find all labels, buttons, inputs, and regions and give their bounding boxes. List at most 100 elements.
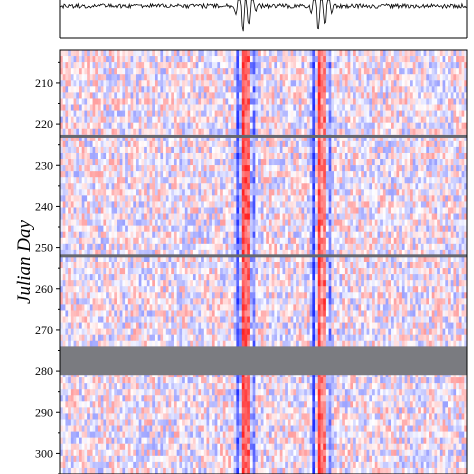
- heatmap-cell: [448, 86, 452, 93]
- heatmap-cell: [285, 74, 289, 81]
- heatmap-cell: [97, 80, 101, 87]
- heatmap-cell: [361, 237, 365, 245]
- heatmap-cell: [391, 116, 395, 123]
- heatmap-cell: [385, 219, 389, 226]
- heatmap-cell: [325, 207, 329, 214]
- heatmap-cell: [206, 171, 210, 178]
- heatmap-cell: [133, 237, 137, 245]
- heatmap-cell: [277, 183, 281, 190]
- heatmap-cell: [350, 231, 354, 239]
- heatmap-cell: [247, 243, 251, 251]
- heatmap-cell: [125, 177, 129, 184]
- heatmap-cell: [372, 104, 376, 111]
- heatmap-cell: [277, 98, 281, 105]
- heatmap-cell: [62, 243, 66, 251]
- heatmap-cell: [290, 207, 294, 214]
- heatmap-cell: [309, 134, 313, 142]
- heatmap-cell: [260, 110, 264, 117]
- heatmap-cell: [214, 225, 218, 233]
- heatmap-cell: [76, 80, 80, 87]
- heatmap-cell: [456, 243, 460, 251]
- heatmap-cell: [363, 74, 367, 81]
- heatmap-cell: [285, 152, 289, 160]
- heatmap-cell: [114, 177, 118, 184]
- heatmap-cell: [353, 243, 357, 251]
- heatmap-cell: [312, 189, 316, 196]
- heatmap-cell: [296, 165, 300, 172]
- heatmap-cell: [290, 237, 294, 245]
- heatmap-cell: [171, 128, 175, 136]
- heatmap-cell: [70, 140, 74, 148]
- heatmap-cell: [431, 92, 435, 99]
- heatmap-cell: [420, 80, 424, 87]
- heatmap-cell: [81, 98, 85, 105]
- heatmap-cell: [81, 50, 85, 57]
- heatmap-cell: [209, 207, 213, 214]
- heatmap-cell: [369, 152, 373, 160]
- heatmap-cell: [363, 207, 367, 214]
- heatmap-cell: [252, 80, 256, 87]
- heatmap-cell: [363, 237, 367, 245]
- heatmap-cell: [108, 68, 112, 75]
- heatmap-cell: [173, 152, 177, 160]
- heatmap-cell: [266, 165, 270, 172]
- heatmap-cell: [448, 201, 452, 208]
- heatmap-cell: [290, 56, 294, 63]
- heatmap-cell: [347, 243, 351, 251]
- heatmap-cell: [260, 104, 264, 111]
- heatmap-cell: [456, 231, 460, 239]
- heatmap-cell: [154, 201, 158, 208]
- heatmap-cell: [239, 237, 243, 245]
- heatmap-cell: [279, 86, 283, 93]
- heatmap-cell: [260, 98, 264, 105]
- heatmap-cell: [163, 213, 167, 220]
- heatmap-cell: [358, 116, 362, 123]
- heatmap-cell: [214, 104, 218, 111]
- heatmap-cell: [247, 237, 251, 245]
- heatmap-cell: [358, 165, 362, 172]
- heatmap-cell: [382, 146, 386, 154]
- heatmap-cell: [347, 86, 351, 93]
- heatmap-cell: [388, 92, 392, 99]
- heatmap-cell: [182, 171, 186, 178]
- heatmap-cell: [116, 243, 120, 251]
- heatmap-cell: [442, 122, 446, 130]
- heatmap-cell: [201, 86, 205, 93]
- heatmap-cell: [334, 80, 338, 87]
- heatmap-cell: [258, 183, 262, 190]
- heatmap-cell: [298, 92, 302, 99]
- heatmap-cell: [412, 171, 416, 178]
- heatmap-cell: [458, 104, 462, 111]
- heatmap-cell: [325, 122, 329, 130]
- heatmap-cell: [287, 165, 291, 172]
- heatmap-cell: [111, 195, 115, 202]
- heatmap-cell: [263, 68, 267, 75]
- heatmap-cell: [456, 165, 460, 172]
- heatmap-cell: [116, 104, 120, 111]
- heatmap-cell: [114, 122, 118, 130]
- heatmap-cell: [423, 98, 427, 105]
- heatmap-cell: [111, 140, 115, 148]
- heatmap-cell: [206, 140, 210, 148]
- heatmap-cell: [211, 231, 215, 239]
- heatmap-cell: [171, 213, 175, 220]
- heatmap-cell: [315, 189, 319, 196]
- heatmap-cell: [173, 213, 177, 220]
- heatmap-cell: [339, 213, 343, 220]
- heatmap-cell: [347, 177, 351, 184]
- heatmap-cell: [222, 243, 226, 251]
- heatmap-cell: [266, 68, 270, 75]
- heatmap-cell: [290, 134, 294, 142]
- heatmap-cell: [361, 201, 365, 208]
- heatmap-cell: [271, 201, 275, 208]
- heatmap-cell: [412, 86, 416, 93]
- heatmap-cell: [429, 171, 433, 178]
- heatmap-cell: [165, 159, 169, 166]
- heatmap-cell: [363, 122, 367, 130]
- heatmap-cell: [168, 62, 172, 69]
- heatmap-cell: [144, 134, 148, 142]
- heatmap-cell: [331, 56, 335, 63]
- heatmap-cell: [369, 104, 373, 111]
- heatmap-cell: [76, 140, 80, 148]
- heatmap-cell: [135, 140, 139, 148]
